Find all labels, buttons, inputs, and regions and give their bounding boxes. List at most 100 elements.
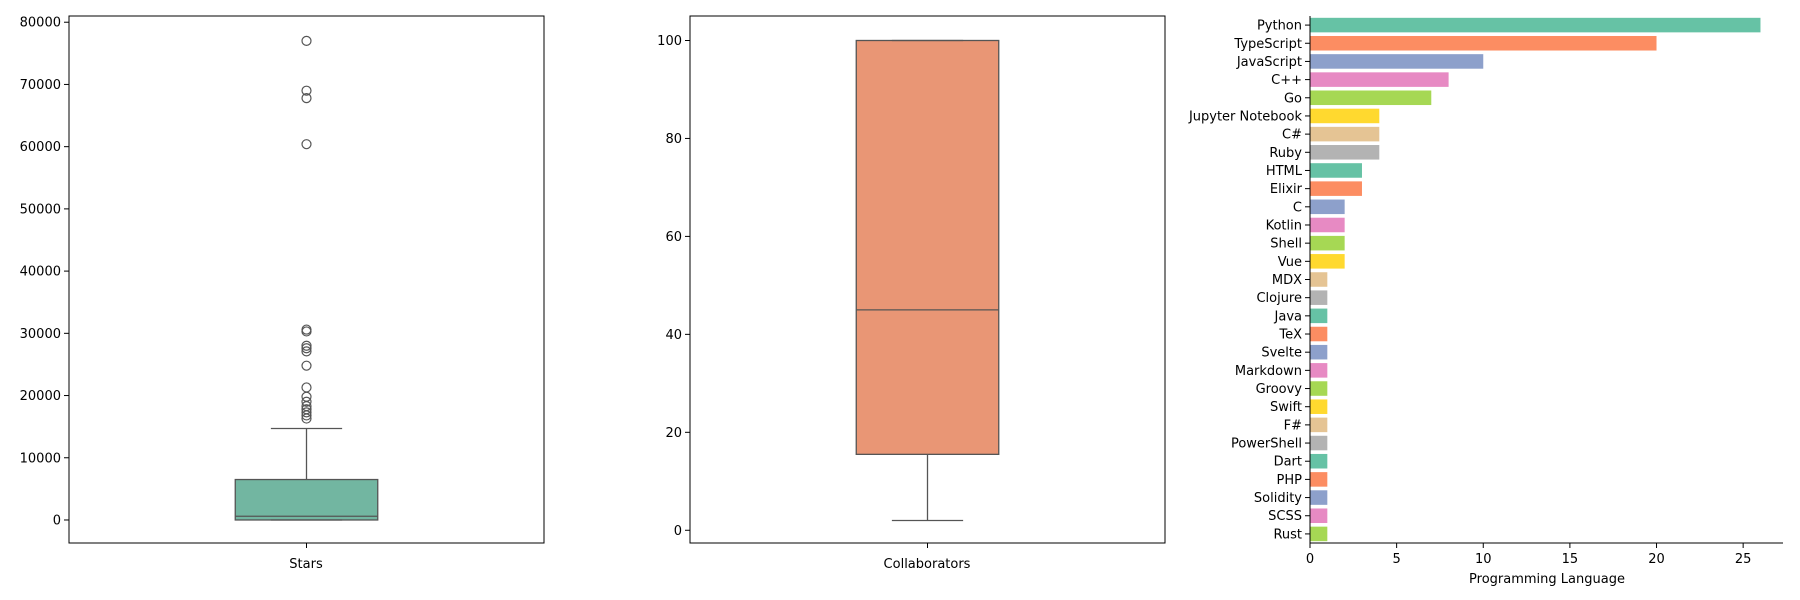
language-bar	[1310, 72, 1449, 87]
language-category-label: TypeScript	[1233, 37, 1302, 52]
language-bars	[1310, 17, 1761, 542]
stars-y-tick-label: 60000	[20, 140, 61, 155]
stars-marks	[234, 35, 379, 521]
stars-outlier-point	[301, 404, 312, 415]
language-bar	[1310, 108, 1380, 124]
stars-outlier-point	[301, 343, 312, 354]
stars-outlier-point	[301, 396, 312, 407]
language-bar	[1310, 145, 1380, 160]
language-bar	[1310, 526, 1328, 542]
language-category-label: HTML	[1266, 164, 1303, 179]
language-category-label: Groovy	[1256, 382, 1303, 397]
language-category-label: Solidity	[1254, 491, 1302, 506]
language-x-tick-label: 10	[1475, 552, 1492, 567]
collaborators-y-ticks: 0 20 40 60 80 100	[657, 34, 928, 548]
language-bar-panel: Python TypeScript JavaScript C++ Go Jupyter N…	[1188, 16, 1783, 587]
language-category-label: Clojure	[1256, 291, 1302, 306]
collaborators-y-tick-label: 60	[665, 230, 682, 245]
language-category-label: C++	[1271, 73, 1302, 88]
language-category-label: F#	[1284, 418, 1302, 433]
language-category-label: C	[1293, 200, 1302, 215]
stars-outlier-point	[301, 139, 312, 150]
language-category-label: Markdown	[1235, 364, 1302, 379]
stars-y-tick-label: 30000	[20, 327, 61, 342]
language-bar	[1310, 35, 1657, 51]
collaborators-y-tick-label: 100	[657, 34, 682, 49]
language-bar	[1310, 17, 1761, 33]
language-category-label: Ruby	[1269, 146, 1302, 161]
language-category-label: TeX	[1278, 328, 1302, 343]
stars-outlier-point	[301, 324, 312, 335]
stars-y-tick-label: 0	[53, 513, 61, 528]
stars-y-tick-label: 50000	[20, 202, 61, 217]
language-bar	[1310, 472, 1328, 487]
language-bar	[1310, 399, 1328, 414]
language-bar	[1310, 308, 1328, 324]
language-bar	[1310, 90, 1432, 106]
language-category-label: Jupyter Notebook	[1188, 109, 1303, 124]
language-category-label: MDX	[1272, 273, 1302, 288]
language-category-label: Svelte	[1261, 346, 1302, 361]
language-bar	[1310, 235, 1345, 251]
language-bar	[1310, 490, 1328, 505]
language-x-tick-label: 0	[1306, 552, 1314, 567]
language-category-label: PHP	[1277, 473, 1303, 488]
language-bar	[1310, 326, 1328, 342]
stars-outlier-point	[301, 35, 312, 46]
stars-outlier-point	[301, 340, 312, 351]
language-x-label: Programming Language	[1469, 572, 1625, 587]
stars-boxplot-panel: 0 10000 20000 30000 40000 50000 60000 70000 8000…	[20, 15, 545, 572]
stars-y-tick-label: 10000	[20, 451, 61, 466]
stars-x-label: Stars	[289, 557, 323, 572]
language-x-tick-label: 25	[1735, 552, 1752, 567]
collaborators-x-label: Collaborators	[884, 557, 971, 572]
language-bar	[1310, 381, 1328, 396]
language-category-label: SCSS	[1268, 509, 1302, 524]
stars-y-tick-label: 20000	[20, 389, 61, 404]
language-bar	[1310, 417, 1328, 433]
stars-outlier-point	[301, 407, 312, 418]
language-category-label: Go	[1284, 91, 1302, 106]
language-category-label: JavaScript	[1236, 55, 1302, 70]
language-category-labels: Python TypeScript JavaScript C++ Go Jupyter N…	[1188, 19, 1310, 542]
language-category-label: Shell	[1270, 237, 1302, 252]
language-x-tick-label: 15	[1562, 552, 1579, 567]
language-bar	[1310, 508, 1328, 524]
language-x-tick-label: 20	[1648, 552, 1665, 567]
language-bar	[1310, 344, 1328, 360]
language-category-label: C#	[1282, 128, 1302, 143]
stars-y-ticks: 0 10000 20000 30000 40000 50000 60000 70000 8000…	[20, 16, 307, 548]
stars-y-tick-label: 80000	[20, 16, 61, 31]
stars-y-tick-label: 70000	[20, 78, 61, 93]
language-bar	[1310, 435, 1328, 451]
collaborators-y-tick-label: 20	[665, 426, 682, 441]
language-category-label: Java	[1274, 309, 1302, 324]
language-category-label: Rust	[1273, 527, 1302, 542]
language-category-label: Vue	[1278, 255, 1302, 270]
collaborators-marks	[855, 39, 1000, 522]
language-bar	[1310, 453, 1328, 469]
language-bar	[1310, 126, 1380, 142]
stars-outlier-point	[301, 360, 312, 371]
collaborators-y-tick-label: 0	[674, 524, 682, 539]
language-category-label: Swift	[1270, 400, 1302, 415]
language-bar	[1310, 163, 1362, 178]
language-x-ticks: 0 5 10 15 20 25	[1306, 543, 1752, 567]
collaborators-y-tick-label: 40	[665, 328, 682, 343]
language-category-label: PowerShell	[1231, 437, 1302, 452]
language-category-label: Python	[1257, 19, 1302, 34]
collaborators-boxplot-panel: 0 20 40 60 80 100 Collaborators	[657, 15, 1166, 572]
language-bar	[1310, 363, 1328, 378]
language-bar	[1310, 217, 1345, 233]
stars-outlier-point	[301, 93, 312, 104]
language-bar	[1310, 54, 1484, 69]
language-bar	[1310, 272, 1328, 287]
stars-box	[234, 478, 379, 521]
language-bar	[1310, 181, 1362, 196]
stars-outlier-point	[301, 85, 312, 96]
collaborators-y-tick-label: 80	[665, 132, 682, 147]
language-bar	[1310, 199, 1345, 215]
language-bar	[1310, 254, 1345, 269]
stars-y-tick-label: 40000	[20, 265, 61, 280]
